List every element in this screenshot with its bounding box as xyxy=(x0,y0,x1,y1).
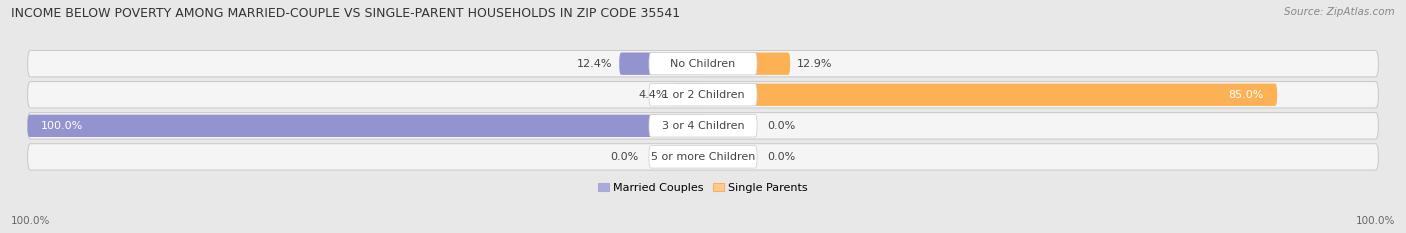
Legend: Married Couples, Single Parents: Married Couples, Single Parents xyxy=(593,178,813,197)
Text: 12.9%: 12.9% xyxy=(797,59,832,69)
Text: 85.0%: 85.0% xyxy=(1229,90,1264,100)
FancyBboxPatch shape xyxy=(28,144,1378,170)
FancyBboxPatch shape xyxy=(28,51,1378,77)
Text: INCOME BELOW POVERTY AMONG MARRIED-COUPLE VS SINGLE-PARENT HOUSEHOLDS IN ZIP COD: INCOME BELOW POVERTY AMONG MARRIED-COUPL… xyxy=(11,7,681,20)
FancyBboxPatch shape xyxy=(28,82,1378,108)
FancyBboxPatch shape xyxy=(650,84,756,106)
FancyBboxPatch shape xyxy=(703,52,790,75)
Text: 4.4%: 4.4% xyxy=(638,90,666,100)
FancyBboxPatch shape xyxy=(650,115,756,137)
Text: 1 or 2 Children: 1 or 2 Children xyxy=(662,90,744,100)
FancyBboxPatch shape xyxy=(619,52,703,75)
FancyBboxPatch shape xyxy=(28,113,1378,139)
FancyBboxPatch shape xyxy=(703,84,1277,106)
Text: 100.0%: 100.0% xyxy=(11,216,51,226)
Text: 5 or more Children: 5 or more Children xyxy=(651,152,755,162)
FancyBboxPatch shape xyxy=(650,52,756,75)
Text: Source: ZipAtlas.com: Source: ZipAtlas.com xyxy=(1284,7,1395,17)
Text: 3 or 4 Children: 3 or 4 Children xyxy=(662,121,744,131)
Text: 100.0%: 100.0% xyxy=(41,121,83,131)
FancyBboxPatch shape xyxy=(650,146,756,168)
Text: 100.0%: 100.0% xyxy=(1355,216,1395,226)
Text: No Children: No Children xyxy=(671,59,735,69)
FancyBboxPatch shape xyxy=(28,115,703,137)
Text: 12.4%: 12.4% xyxy=(576,59,613,69)
FancyBboxPatch shape xyxy=(673,84,703,106)
Text: 0.0%: 0.0% xyxy=(768,152,796,162)
Text: 0.0%: 0.0% xyxy=(610,152,638,162)
Text: 0.0%: 0.0% xyxy=(768,121,796,131)
